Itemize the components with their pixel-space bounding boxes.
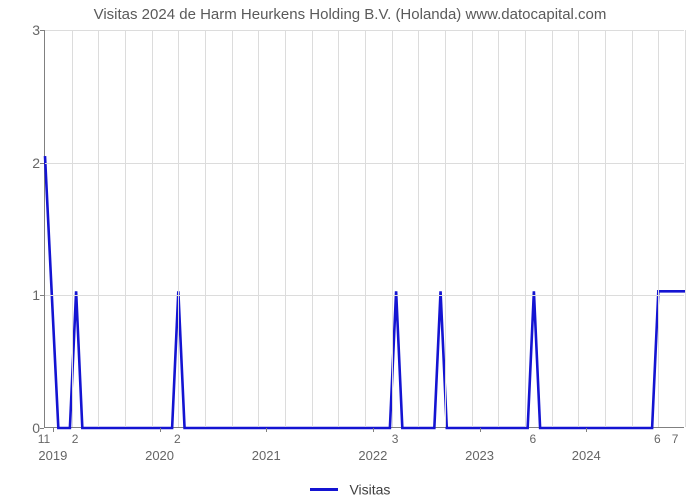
xtick-label-year: 2023 bbox=[465, 448, 494, 463]
ytick-label: 2 bbox=[4, 155, 40, 171]
grid-line-v bbox=[125, 30, 126, 427]
legend: Visitas bbox=[0, 480, 700, 497]
legend-swatch bbox=[310, 488, 338, 491]
grid-line-v bbox=[258, 30, 259, 427]
grid-line-v bbox=[285, 30, 286, 427]
chart-title: Visitas 2024 de Harm Heurkens Holding B.… bbox=[0, 6, 700, 23]
grid-line-v bbox=[365, 30, 366, 427]
line-chart: Visitas 2024 de Harm Heurkens Holding B.… bbox=[0, 0, 700, 500]
grid-line-v bbox=[232, 30, 233, 427]
grid-line-v bbox=[418, 30, 419, 427]
ytick-label: 0 bbox=[4, 420, 40, 436]
grid-line-v bbox=[658, 30, 659, 427]
xtick-mark bbox=[53, 428, 54, 432]
xtick-label-value: 6 bbox=[530, 432, 537, 446]
xtick-label-year: 2022 bbox=[358, 448, 387, 463]
xtick-mark bbox=[266, 428, 267, 432]
grid-line-v bbox=[605, 30, 606, 427]
xtick-label-value: 2 bbox=[174, 432, 181, 446]
xtick-label-value: 11 bbox=[38, 432, 50, 446]
grid-line-v bbox=[632, 30, 633, 427]
xtick-label-value: 2 bbox=[72, 432, 79, 446]
xtick-mark bbox=[373, 428, 374, 432]
ytick-label: 3 bbox=[4, 22, 40, 38]
xtick-label-year: 2024 bbox=[572, 448, 601, 463]
grid-line-v bbox=[392, 30, 393, 427]
xtick-label-year: 2020 bbox=[145, 448, 174, 463]
xtick-mark bbox=[586, 428, 587, 432]
grid-line-v bbox=[445, 30, 446, 427]
xtick-label-value: 3 bbox=[392, 432, 399, 446]
ytick-mark bbox=[40, 428, 44, 429]
plot-area bbox=[44, 30, 684, 428]
legend-label: Visitas bbox=[349, 481, 390, 497]
grid-line-v bbox=[205, 30, 206, 427]
ytick-mark bbox=[40, 30, 44, 31]
ytick-mark bbox=[40, 163, 44, 164]
grid-line-v bbox=[498, 30, 499, 427]
grid-line-v bbox=[472, 30, 473, 427]
xtick-label-year: 2021 bbox=[252, 448, 281, 463]
xtick-label-value: 7 bbox=[672, 432, 679, 446]
grid-line-v bbox=[312, 30, 313, 427]
grid-line-v bbox=[72, 30, 73, 427]
ytick-label: 1 bbox=[4, 287, 40, 303]
xtick-mark bbox=[160, 428, 161, 432]
grid-line-v bbox=[152, 30, 153, 427]
xtick-label-value: 6 bbox=[654, 432, 661, 446]
grid-line-v bbox=[98, 30, 99, 427]
ytick-mark bbox=[40, 295, 44, 296]
grid-line-v bbox=[578, 30, 579, 427]
grid-line-v bbox=[525, 30, 526, 427]
xtick-mark bbox=[480, 428, 481, 432]
grid-line-v bbox=[685, 30, 686, 427]
grid-line-v bbox=[552, 30, 553, 427]
grid-line-v bbox=[338, 30, 339, 427]
grid-line-v bbox=[178, 30, 179, 427]
xtick-label-year: 2019 bbox=[38, 448, 67, 463]
